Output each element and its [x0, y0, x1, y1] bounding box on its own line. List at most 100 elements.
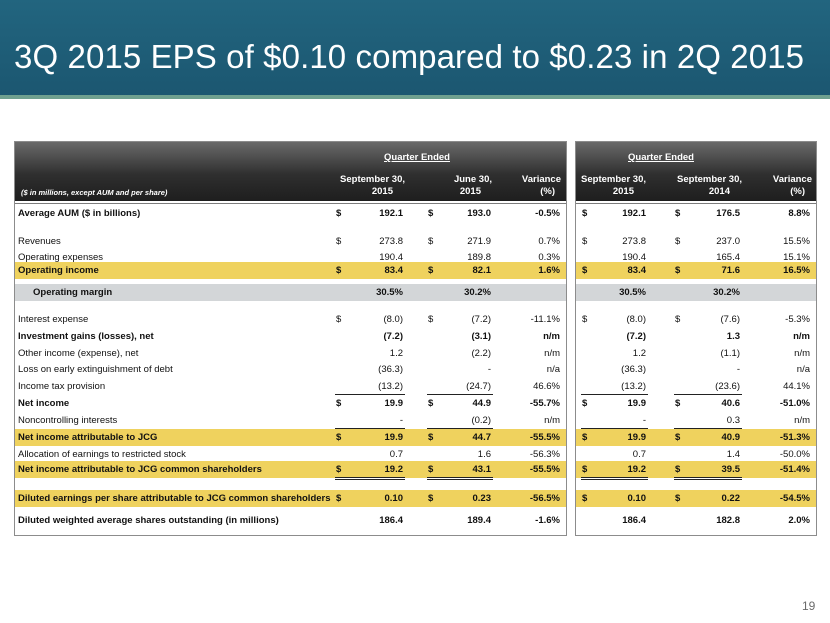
value-sep30-2014: -	[736, 364, 740, 375]
value-sep30-2015: 273.8	[622, 236, 646, 247]
value-sep30-2015: (8.0)	[626, 314, 646, 325]
row-label: Income tax provision	[18, 381, 106, 392]
value-sep30-2015: 19.2	[384, 464, 404, 475]
currency-symbol: $	[675, 398, 681, 409]
currency-symbol: $	[336, 493, 342, 504]
underline-rule	[427, 394, 493, 395]
value-sep30-2015: 190.4	[622, 252, 646, 263]
value-sep30-2014: 1.3	[726, 331, 740, 342]
row-label: Net income attributable to JCG	[18, 432, 158, 443]
col-variance-line1: Variance	[521, 174, 561, 185]
value-sep30-2014: (7.6)	[720, 314, 740, 325]
left-header-rule	[15, 203, 566, 204]
value-variance: 0.3%	[538, 252, 560, 263]
value-variance: n/m	[544, 348, 560, 359]
value-sep30-2015: 0.7	[632, 449, 646, 460]
currency-symbol: $	[675, 236, 681, 247]
row-label: Diluted weighted average shares outstand…	[18, 515, 279, 526]
value-sep30-2014: 40.9	[721, 432, 741, 443]
row-label: Operating margin	[33, 287, 113, 298]
value-variance: -1.6%	[535, 515, 560, 526]
col-sep30-2015b-line1: September 30,	[581, 174, 646, 185]
value-sep30-2015: 1.2	[389, 348, 403, 359]
underline-rule	[581, 428, 648, 429]
value-variance: 1.6%	[538, 265, 560, 276]
right-table-panel: Quarter Ended September 30, 2015 Septemb…	[575, 141, 817, 536]
currency-symbol: $	[582, 398, 588, 409]
row-label: Revenues	[18, 236, 61, 247]
value-variance: 16.5%	[783, 265, 810, 276]
value-variance: -5.3%	[785, 314, 810, 325]
col-sep30-2015b-line2: 2015	[612, 186, 634, 197]
value-variance: 0.7%	[538, 236, 560, 247]
col-variance-line2: (%)	[540, 186, 555, 197]
slide-title: 3Q 2015 EPS of $0.10 compared to $0.23 i…	[14, 38, 805, 75]
double-underline-rule	[674, 477, 742, 480]
value-variance: -55.5%	[529, 464, 560, 475]
value-sep30-2015: 190.4	[379, 252, 403, 263]
value-jun30-2015: (24.7)	[466, 381, 491, 392]
value-jun30-2015: 1.6	[477, 449, 491, 460]
double-underline-rule	[335, 477, 405, 480]
value-variance: n/m	[793, 331, 810, 342]
underline-rule	[581, 394, 648, 395]
title-underline	[0, 95, 830, 99]
col-jun30-2015-line2: 2015	[459, 186, 481, 197]
value-sep30-2014: 40.6	[721, 398, 741, 409]
row-highlight-left	[15, 461, 566, 478]
col-sep30-2015-line2: 2015	[371, 186, 393, 197]
value-variance: -51.3%	[779, 432, 810, 443]
value-jun30-2015: (3.1)	[471, 331, 491, 342]
value-sep30-2015: 19.9	[384, 432, 404, 443]
currency-symbol: $	[582, 236, 588, 247]
value-variance: -11.1%	[530, 314, 560, 325]
value-jun30-2015: (2.2)	[471, 348, 491, 359]
currency-symbol: $	[336, 464, 342, 475]
double-underline-rule	[427, 477, 493, 480]
row-highlight-right	[576, 284, 816, 301]
right-group-header: Quarter Ended	[628, 152, 694, 163]
value-sep30-2015: (8.0)	[383, 314, 403, 325]
col-sep30-2015-line1: September 30,	[340, 174, 405, 185]
value-jun30-2015: 30.2%	[464, 287, 491, 298]
value-sep30-2015: 0.10	[627, 493, 647, 504]
underline-rule	[335, 394, 405, 395]
value-sep30-2015: 83.4	[627, 265, 647, 276]
value-variance: -55.5%	[529, 432, 560, 443]
col-variance-b-line1: Variance	[772, 174, 812, 185]
currency-symbol: $	[336, 432, 342, 443]
row-label: Average AUM ($ in billions)	[18, 208, 141, 219]
value-sep30-2015: 192.1	[622, 208, 646, 219]
value-variance: n/m	[544, 415, 560, 426]
currency-symbol: $	[675, 314, 681, 325]
value-sep30-2014: 237.0	[716, 236, 740, 247]
value-jun30-2015: 193.0	[467, 208, 491, 219]
value-variance: 44.1%	[783, 381, 810, 392]
currency-symbol: $	[428, 398, 434, 409]
value-sep30-2015: 186.4	[622, 515, 646, 526]
currency-symbol: $	[582, 265, 588, 276]
row-highlight-right	[576, 429, 816, 446]
value-sep30-2014: 182.8	[716, 515, 740, 526]
value-sep30-2014: 39.5	[721, 464, 741, 475]
right-header-rule	[576, 203, 816, 204]
row-label: Operating income	[18, 265, 99, 276]
value-sep30-2014: 176.5	[716, 208, 740, 219]
currency-symbol: $	[428, 208, 434, 219]
currency-symbol: $	[336, 398, 342, 409]
value-sep30-2014: (23.6)	[715, 381, 740, 392]
currency-symbol: $	[675, 265, 681, 276]
currency-symbol: $	[428, 464, 434, 475]
value-variance: n/a	[546, 364, 560, 375]
currency-symbol: $	[582, 314, 588, 325]
value-sep30-2015: 273.8	[379, 236, 403, 247]
currency-symbol: $	[428, 314, 434, 325]
left-group-header: Quarter Ended	[384, 152, 450, 163]
currency-symbol: $	[336, 314, 342, 325]
currency-symbol: $	[675, 208, 681, 219]
value-variance: -56.5%	[529, 493, 560, 504]
currency-symbol: $	[336, 265, 342, 276]
value-variance: -56.3%	[529, 449, 560, 460]
value-jun30-2015: 189.4	[467, 515, 491, 526]
value-jun30-2015: 271.9	[467, 236, 491, 247]
